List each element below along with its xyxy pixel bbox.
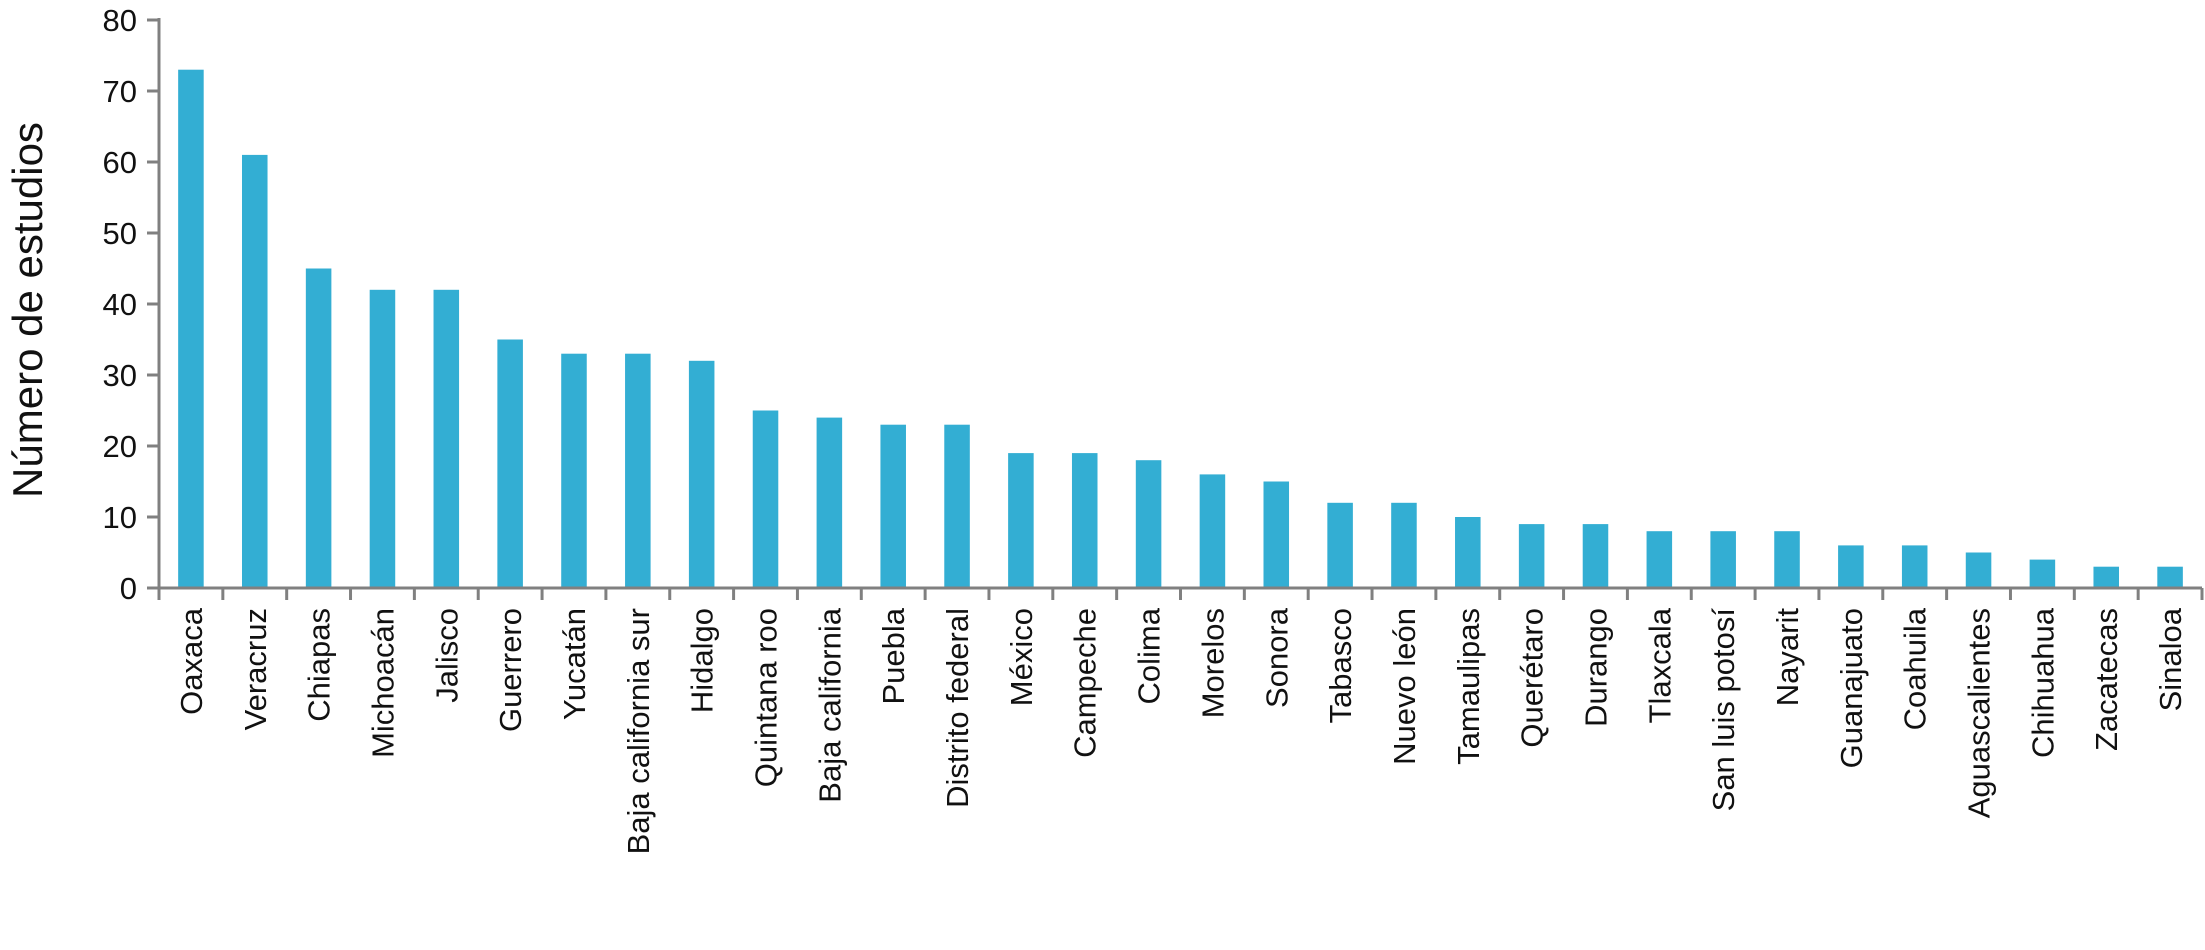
y-axis-label: Número de estudios	[4, 122, 51, 498]
x-tick-label: Nayarit	[1770, 608, 1805, 707]
x-tick-label: Jalisco	[429, 608, 464, 703]
x-tick-label: Sinaloa	[2153, 607, 2188, 711]
bar	[433, 289, 460, 588]
bar	[561, 353, 587, 588]
bar	[688, 360, 715, 588]
bar	[241, 154, 268, 588]
bar	[1263, 481, 1290, 588]
bar	[1774, 531, 1800, 588]
y-tick-label: 40	[103, 287, 137, 322]
bar	[1135, 460, 1162, 588]
x-tick-label: Sonora	[1259, 607, 1294, 708]
x-tick-label: Coahuila	[1898, 607, 1933, 730]
y-tick-label: 60	[103, 145, 137, 180]
y-tick-label: 30	[103, 358, 137, 393]
bar	[1901, 545, 1928, 588]
x-tick-label: Zacatecas	[2089, 608, 2124, 751]
x-tick-label: San luis potosí	[1706, 608, 1741, 812]
x-tick-label: Durango	[1578, 608, 1613, 727]
bar	[1199, 474, 1226, 588]
bar	[1838, 545, 1864, 588]
x-tick-label: Baja california	[812, 607, 847, 802]
x-tick-label: Baja california sur	[621, 608, 656, 854]
x-tick-label: Tlaxcala	[1642, 607, 1677, 723]
bar	[944, 424, 970, 588]
bar	[816, 417, 843, 588]
bar	[2157, 566, 2183, 588]
y-tick-label: 80	[103, 3, 137, 38]
x-tick-label: Morelos	[1195, 608, 1230, 718]
y-tick-label: 20	[103, 429, 137, 464]
bar	[880, 424, 906, 588]
x-tick-label: Veracruz	[238, 608, 273, 730]
bar	[2093, 566, 2120, 588]
bar	[1391, 502, 1417, 588]
x-tick-label: Quintana roo	[749, 608, 784, 787]
bar	[1646, 531, 1673, 588]
x-tick-label: Tamaulipas	[1451, 608, 1486, 765]
x-tick-label: Puebla	[876, 607, 911, 704]
bar	[1965, 552, 1992, 588]
x-tick-label: Guerrero	[493, 608, 528, 732]
x-tick-label: Aguascalientes	[1962, 608, 1997, 818]
x-tick-label: México	[1004, 608, 1039, 706]
x-tick-label: Querétaro	[1515, 608, 1550, 748]
x-tick-label: Distrito federal	[940, 608, 975, 808]
bar	[1327, 502, 1353, 588]
bar	[1008, 453, 1034, 588]
bar	[1455, 517, 1481, 588]
y-tick-label: 10	[103, 500, 137, 535]
x-tick-label: Michoacán	[365, 608, 400, 758]
bar	[1518, 524, 1545, 588]
x-tick-label: Nuevo león	[1387, 608, 1422, 765]
bar	[305, 268, 332, 588]
x-tick-label: Tabasco	[1323, 608, 1358, 723]
bar	[1582, 524, 1609, 588]
bar	[178, 69, 204, 588]
x-tick-label: Guanajuato	[1834, 608, 1869, 768]
bar	[625, 353, 651, 588]
x-tick-label: Colima	[1132, 607, 1167, 704]
y-tick-label: 0	[120, 571, 137, 606]
bar	[752, 410, 779, 588]
bar	[1071, 453, 1098, 588]
x-tick-label: Hidalgo	[685, 608, 720, 713]
bar	[497, 339, 523, 588]
x-tick-label: Chihuahua	[2025, 607, 2060, 758]
x-tick-label: Campeche	[1068, 608, 1103, 758]
x-tick-label: Oaxaca	[174, 607, 209, 715]
y-tick-label: 70	[103, 74, 137, 109]
x-tick-label: Yucatán	[557, 608, 592, 720]
bar	[369, 289, 396, 588]
x-tick-label: Chiapas	[302, 608, 337, 722]
y-tick-label: 50	[103, 216, 137, 251]
bar	[2029, 559, 2056, 588]
bar	[1710, 531, 1736, 588]
